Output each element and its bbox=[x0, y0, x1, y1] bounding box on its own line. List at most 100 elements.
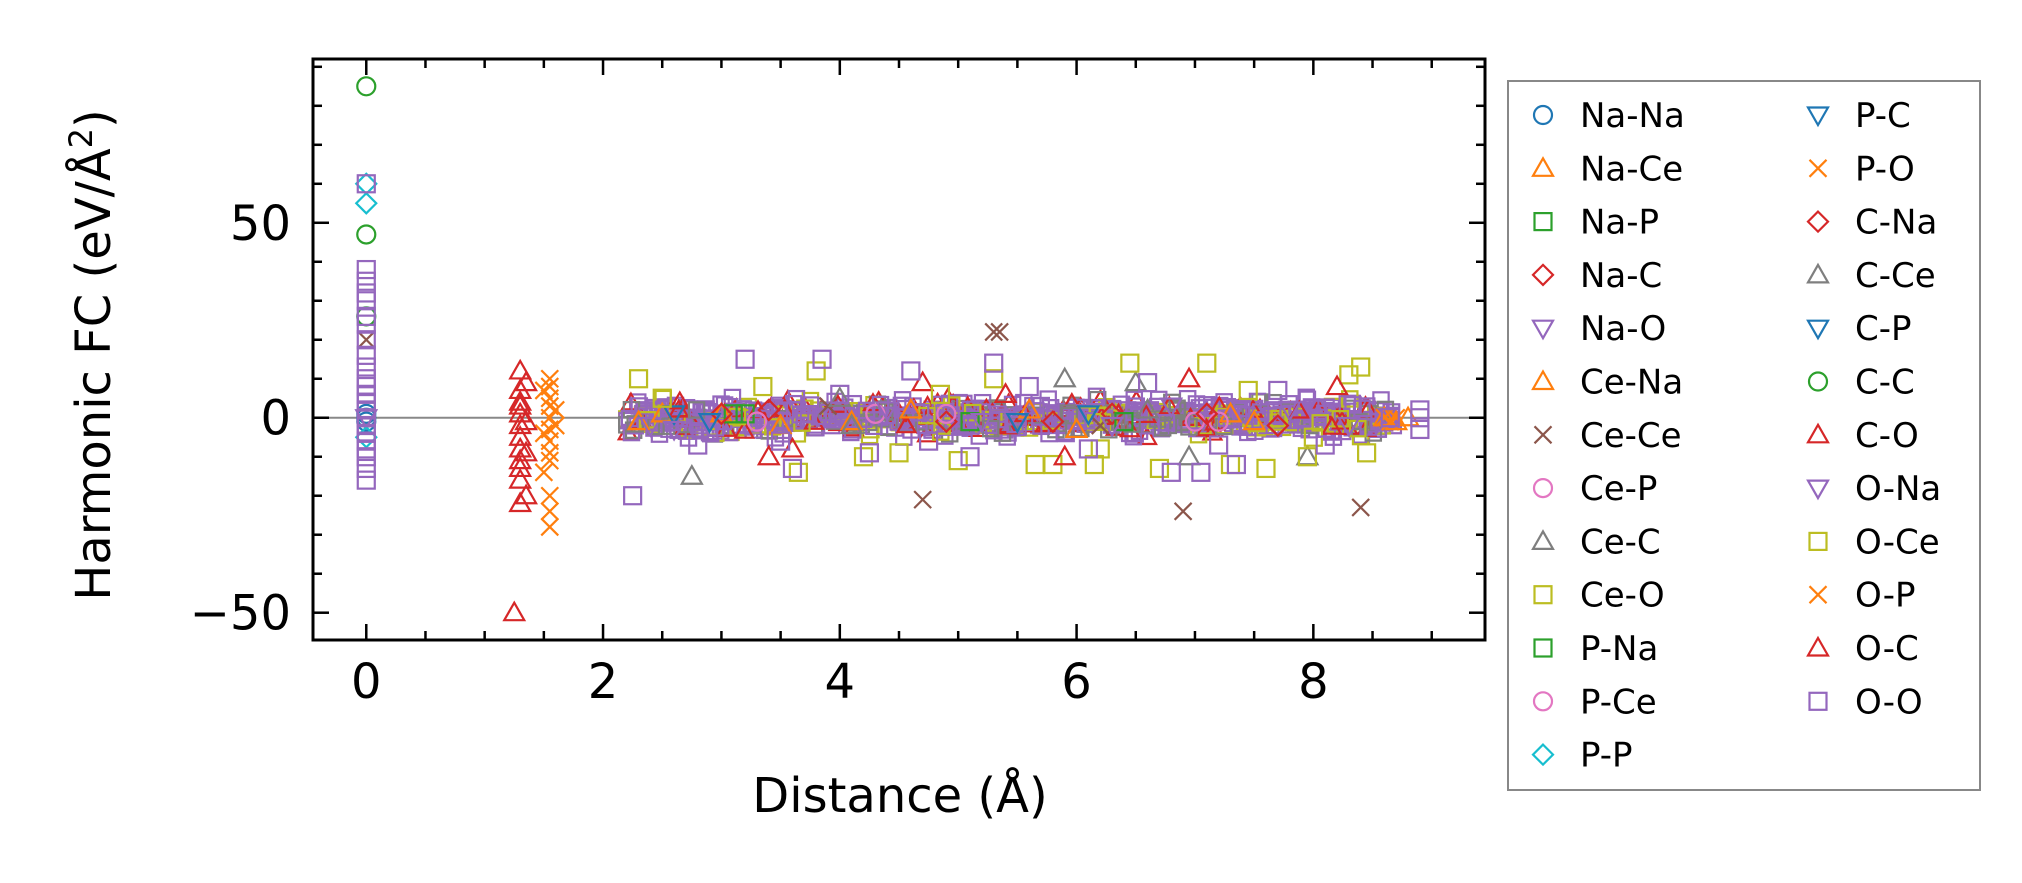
data-point bbox=[936, 403, 957, 424]
cloud-point bbox=[1125, 390, 1144, 409]
legend-label-c-p: C-P bbox=[1855, 309, 1912, 349]
cloud-point bbox=[1157, 414, 1176, 432]
data-point bbox=[1220, 454, 1241, 475]
data-point bbox=[546, 416, 565, 435]
legend-marker-o-c bbox=[1806, 635, 1830, 657]
data-point bbox=[1325, 374, 1349, 396]
data-point bbox=[1019, 376, 1039, 397]
data-point bbox=[1041, 410, 1065, 434]
data-point bbox=[1173, 502, 1193, 521]
data-point bbox=[1238, 380, 1258, 401]
cloud-point bbox=[1168, 401, 1187, 420]
data-point bbox=[1218, 401, 1243, 423]
plot-area bbox=[313, 76, 1485, 622]
data-point bbox=[746, 411, 768, 432]
data-point bbox=[780, 401, 805, 423]
data-point bbox=[356, 76, 377, 97]
cloud-point bbox=[1320, 415, 1343, 435]
data-point bbox=[638, 416, 663, 438]
data-point bbox=[508, 425, 533, 446]
data-point bbox=[540, 369, 560, 389]
legend-marker-ce-o bbox=[1533, 585, 1553, 605]
data-point bbox=[356, 330, 376, 350]
y-axis-label: Harmonic FC (eV/Å2) bbox=[62, 109, 122, 601]
legend-label-p-na: P-Na bbox=[1580, 629, 1658, 669]
cloud-point bbox=[1042, 404, 1060, 422]
series-c-c bbox=[356, 76, 377, 327]
series-c-p bbox=[697, 405, 1101, 434]
data-point bbox=[534, 463, 554, 482]
data-series bbox=[354, 76, 1430, 622]
legend-marker-p-c bbox=[1806, 106, 1830, 128]
x-tick-label: 2 bbox=[588, 654, 619, 710]
data-point bbox=[990, 322, 1009, 342]
series-ce-o bbox=[628, 353, 1377, 482]
data-point bbox=[1177, 366, 1201, 388]
data-point bbox=[918, 431, 939, 451]
series-o-p bbox=[534, 381, 1394, 482]
cloud-point bbox=[1344, 396, 1362, 414]
series-c-ce bbox=[839, 397, 1160, 435]
series-o-o bbox=[356, 174, 1430, 506]
legend-marker-p-na bbox=[1533, 638, 1553, 658]
cloud-point bbox=[813, 407, 831, 426]
plot-frame bbox=[311, 57, 1487, 642]
y-tick-label: −50 bbox=[190, 586, 291, 642]
data-point bbox=[960, 447, 980, 467]
data-point bbox=[1256, 458, 1276, 479]
data-point bbox=[960, 412, 980, 432]
data-point bbox=[875, 401, 900, 423]
legend-label-o-p: O-P bbox=[1855, 576, 1915, 616]
cloud-point bbox=[698, 403, 717, 421]
legend-marker-o-ce bbox=[1808, 531, 1828, 552]
data-point bbox=[1052, 366, 1077, 388]
data-point bbox=[756, 444, 781, 466]
data-point bbox=[652, 388, 672, 408]
legend-marker-na-na bbox=[1532, 104, 1554, 126]
legend-label-p-p: P-P bbox=[1580, 736, 1633, 776]
data-point bbox=[757, 398, 781, 422]
data-point bbox=[1114, 412, 1134, 432]
series-o-c bbox=[508, 382, 1018, 478]
legend-marker-p-ce bbox=[1532, 691, 1554, 712]
legend-label-ce-o: Ce-O bbox=[1580, 576, 1665, 616]
data-point bbox=[540, 517, 560, 537]
data-point bbox=[969, 413, 994, 434]
legend-marker-na-p bbox=[1533, 212, 1553, 232]
data-point bbox=[1135, 397, 1160, 419]
data-point bbox=[780, 436, 805, 458]
x-tick-label: 0 bbox=[351, 654, 382, 710]
data-point bbox=[753, 376, 773, 397]
legend-label-ce-ce: Ce-Ce bbox=[1580, 416, 1682, 456]
cloud-point bbox=[1136, 426, 1158, 446]
data-point bbox=[514, 370, 538, 392]
data-point bbox=[1195, 402, 1219, 426]
data-point bbox=[723, 404, 743, 424]
data-point bbox=[1090, 439, 1110, 459]
data-point bbox=[735, 349, 755, 369]
legend-label-o-ce: O-Ce bbox=[1855, 522, 1940, 562]
data-point bbox=[534, 381, 554, 400]
data-point bbox=[1100, 416, 1124, 438]
legend-marker-na-c bbox=[1531, 263, 1555, 287]
cloud-point bbox=[1087, 387, 1106, 406]
data-point bbox=[901, 361, 921, 381]
data-point bbox=[534, 424, 554, 443]
data-point bbox=[806, 361, 826, 381]
data-point bbox=[356, 458, 376, 479]
data-point bbox=[1297, 447, 1318, 467]
legend-label-c-c: C-C bbox=[1855, 363, 1915, 403]
axes: 0 2 4 6 8 −50 0 50 bbox=[190, 57, 1487, 710]
legend-box bbox=[1507, 80, 1981, 791]
data-point bbox=[1315, 435, 1335, 455]
data-point bbox=[508, 393, 533, 415]
data-point bbox=[1084, 454, 1104, 475]
data-point bbox=[1380, 408, 1400, 428]
cloud-point bbox=[670, 409, 689, 427]
data-point bbox=[1410, 400, 1430, 420]
data-point bbox=[540, 486, 560, 506]
data-point bbox=[827, 386, 852, 407]
legend-label-p-c: P-C bbox=[1855, 96, 1911, 136]
data-point bbox=[540, 502, 560, 521]
data-point bbox=[1159, 397, 1184, 419]
